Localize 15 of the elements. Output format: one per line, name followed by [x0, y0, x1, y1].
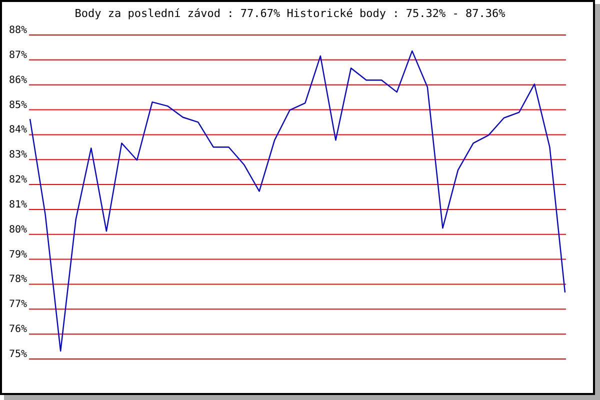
y-tick-label: 78% — [8, 274, 27, 286]
y-tick-label: 84% — [8, 124, 27, 136]
y-tick-label: 75% — [8, 349, 27, 360]
y-tick-label: 80% — [8, 224, 27, 236]
y-tick-label: 86% — [8, 74, 27, 86]
chart-title: Body za poslední závod : 77.67% Historické body : 75.32% - 87.36% — [74, 7, 506, 20]
y-tick-label: 83% — [8, 150, 27, 161]
y-tick-label: 85% — [8, 100, 27, 111]
y-tick-label: 81% — [8, 199, 27, 210]
y-tick-label: 79% — [8, 249, 27, 260]
y-tick-label: 77% — [8, 299, 27, 310]
y-tick-label: 88% — [8, 25, 27, 36]
y-tick-label: 76% — [8, 324, 27, 336]
y-tick-label: 82% — [8, 174, 27, 186]
y-tick-label: 87% — [8, 50, 27, 61]
